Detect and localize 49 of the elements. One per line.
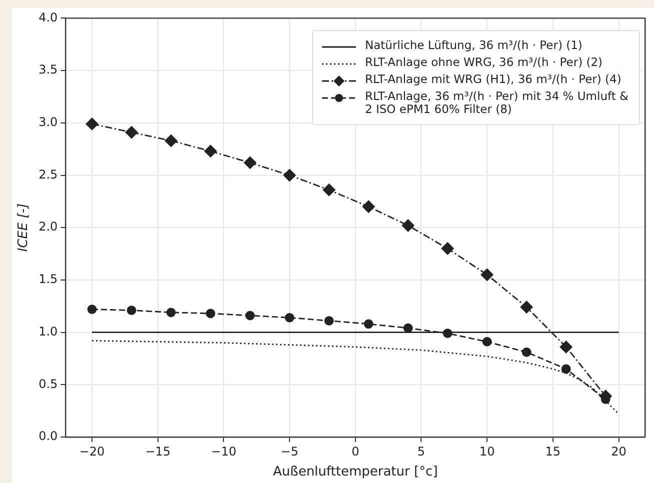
y-axis-title: ICEE [-]	[16, 203, 32, 252]
point	[126, 306, 136, 316]
point	[560, 340, 572, 354]
point	[244, 156, 256, 169]
y-tick-label: 1.0	[38, 324, 58, 338]
point	[402, 219, 414, 232]
y-tick-label: 3.0	[38, 115, 58, 130]
point	[520, 300, 533, 314]
point	[283, 169, 296, 182]
y-tick-label: 2.5	[38, 167, 58, 182]
y-tick-label: 3.5	[38, 62, 58, 77]
point	[166, 308, 176, 318]
point	[125, 126, 138, 139]
point	[164, 134, 178, 147]
point	[522, 347, 532, 357]
point	[561, 364, 571, 374]
point	[480, 268, 494, 281]
y-tick-label: 1.5	[38, 272, 58, 286]
legend-label: Natürliche Lüftung, 36 m³/(h · Per) (1)	[365, 38, 582, 52]
point	[206, 308, 216, 318]
point	[87, 304, 97, 314]
y-tick-label: 0.5	[38, 376, 58, 391]
point	[441, 242, 454, 255]
legend-label: RLT-Anlage mit WRG (H1), 36 m³/(h · Per) (4)	[365, 72, 622, 86]
x-tick-label: 5	[417, 444, 426, 458]
x-tick-label: −15	[145, 444, 171, 458]
point	[245, 310, 255, 320]
x-tick-label: −10	[211, 444, 236, 458]
point	[403, 323, 413, 333]
y-tick-label: 2.0	[38, 220, 58, 234]
x-tick-label: 0	[352, 444, 360, 458]
legend-label: RLT-Anlage, 36 m³/(h · Per) mit 34 % Umluft & 2 ISO ePM1 60% Filter (8)	[365, 89, 630, 116]
y-tick-label: 4.0	[38, 10, 58, 24]
x-axis-title: Außenlufttemperatur [°c]	[273, 464, 438, 480]
point	[322, 184, 336, 196]
x-tick-label: −5	[280, 444, 298, 458]
point	[204, 144, 217, 158]
x-tick-label: 10	[479, 444, 495, 458]
legend-label: RLT-Anlage ohne WRG, 36 m³/(h · Per) (2)	[365, 55, 603, 69]
x-tick-label: −20	[79, 444, 105, 458]
x-tick-label: 15	[545, 444, 561, 458]
point	[86, 118, 98, 130]
y-tick-label: 0.0	[38, 429, 58, 444]
point	[364, 319, 374, 329]
point	[324, 316, 334, 326]
x-tick-label: 20	[611, 444, 626, 458]
point	[482, 337, 492, 346]
point	[362, 200, 375, 213]
point	[284, 312, 294, 322]
